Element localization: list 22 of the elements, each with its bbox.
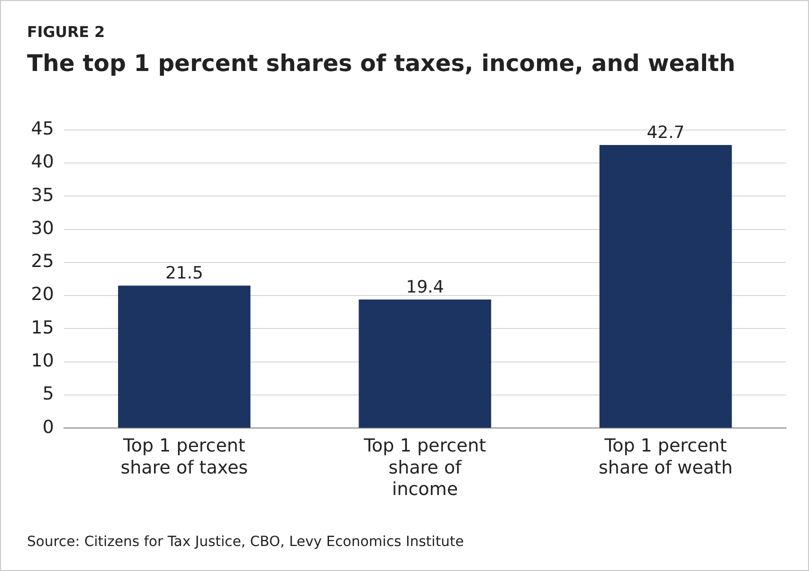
y-tick-label: 35 bbox=[31, 184, 54, 206]
bar bbox=[118, 286, 250, 428]
y-tick-label: 15 bbox=[31, 317, 54, 338]
data-label: 21.5 bbox=[165, 264, 204, 284]
y-tick-label: 40 bbox=[31, 152, 54, 173]
y-tick-label: 0 bbox=[42, 416, 54, 438]
source-note: Source: Citizens for Tax Justice, CBO, Levy Economics Institute bbox=[27, 534, 464, 550]
y-tick-label: 30 bbox=[31, 218, 54, 239]
bar bbox=[358, 300, 492, 428]
y-tick-label: 10 bbox=[31, 350, 54, 372]
x-tick-label: Top 1 percent share of weath bbox=[598, 436, 733, 478]
x-tick-label: Top 1 percent share of income bbox=[362, 436, 486, 500]
x-tick-label: Top 1 percent share of taxes bbox=[120, 436, 248, 478]
y-tick-label: 5 bbox=[42, 384, 54, 405]
data-label: 42.7 bbox=[646, 122, 685, 143]
y-tick-label: 25 bbox=[31, 251, 54, 272]
y-tick-label: 45 bbox=[31, 118, 54, 140]
chart-title: The top 1 percent shares of taxes, income, and wealth bbox=[27, 51, 736, 77]
bar bbox=[599, 145, 732, 428]
chart-subtitle: FIGURE 2 bbox=[27, 23, 105, 41]
data-label: 19.4 bbox=[406, 277, 444, 298]
y-tick-label: 20 bbox=[31, 284, 54, 306]
